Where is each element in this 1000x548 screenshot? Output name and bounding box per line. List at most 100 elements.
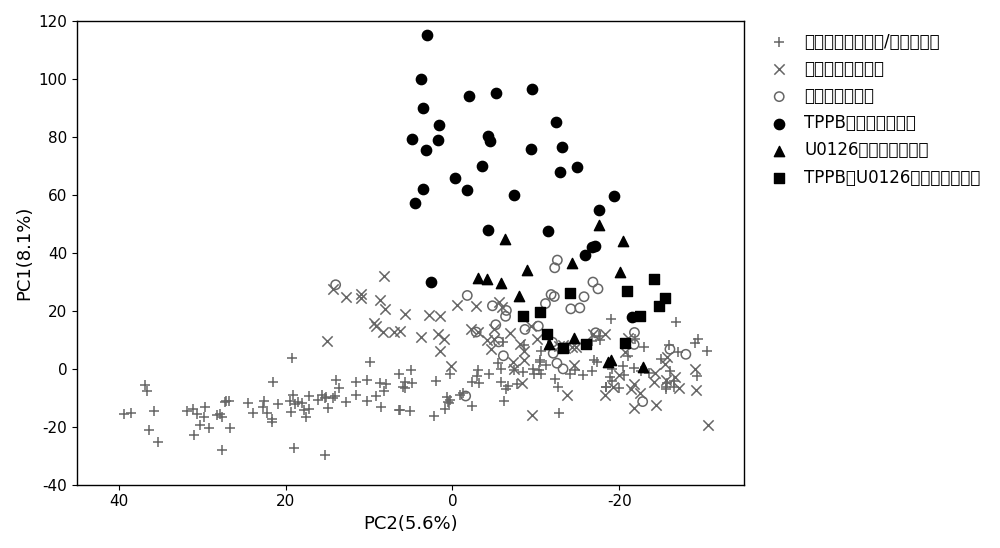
体内原代肝母细胞/肝实质细胞 xyxy=(150,438,166,447)
体内原代肝母细胞/肝实质细胞 xyxy=(256,397,272,406)
对照组胆管细胞 xyxy=(517,325,533,334)
体内原代肝母细胞/肝实质细胞 xyxy=(397,378,413,386)
体内原代肝母细胞/肝实质细胞 xyxy=(589,358,605,367)
TPPB处理组胆管细胞 xyxy=(415,104,431,112)
对照组胆管细胞 xyxy=(488,321,504,329)
TPPB处理组胆管细胞 xyxy=(430,136,446,145)
体内原代肝母细胞/肝实质细胞 xyxy=(611,384,627,393)
对照组胆管细胞 xyxy=(545,349,561,358)
体内原代肝母细胞/肝实质细胞 xyxy=(348,391,364,399)
体内原代胆管细胞 xyxy=(353,290,369,299)
体内原代肝母细胞/肝实质细胞 xyxy=(217,397,233,406)
体内原代胆管细胞 xyxy=(551,342,567,351)
体内原代肝母细胞/肝实质细胞 xyxy=(592,336,608,345)
体内原代肝母细胞/肝实质细胞 xyxy=(397,384,413,392)
体内原代肝母细胞/肝实质细胞 xyxy=(320,404,336,413)
体内原代肝母细胞/肝实质细胞 xyxy=(659,379,675,387)
体内原代胆管细胞 xyxy=(319,337,335,346)
对照组胆管细胞 xyxy=(544,338,560,346)
体内原代胆管细胞 xyxy=(386,328,402,336)
体内原代胆管细胞 xyxy=(687,364,703,373)
TPPB和U0126处理组胆管细胞 xyxy=(617,339,633,347)
体内原代肝母细胞/肝实质细胞 xyxy=(391,406,407,415)
体内原代胆管细胞 xyxy=(486,325,502,334)
TPPB处理组胆管细胞 xyxy=(482,137,498,146)
体内原代胆管细胞 xyxy=(483,345,499,353)
体内原代肝母细胞/肝实质细胞 xyxy=(687,338,703,347)
U0126处理组胆管细胞 xyxy=(497,234,513,243)
对照组胆管细胞 xyxy=(678,350,694,359)
TPPB处理组胆管细胞 xyxy=(506,191,522,199)
体内原代肝母细胞/肝实质细胞 xyxy=(442,369,458,378)
U0126处理组胆管细胞 xyxy=(479,275,495,283)
体内原代胆管细胞 xyxy=(468,302,484,311)
体内原代肝母细胞/肝实质细胞 xyxy=(209,411,225,420)
体内原代肝母细胞/肝实质细胞 xyxy=(116,409,132,418)
体内原代胆管细胞 xyxy=(376,271,392,280)
体内原代肝母细胞/肝实质细胞 xyxy=(255,402,271,411)
体内原代胆管细胞 xyxy=(568,342,584,351)
体内原代胆管细胞 xyxy=(611,370,627,379)
体内原代肝母细胞/肝实质细胞 xyxy=(633,367,649,375)
体内原代肝母细胞/肝实质细胞 xyxy=(604,365,620,374)
对照组胆管细胞 xyxy=(635,397,651,406)
体内原代肝母细胞/肝实质细胞 xyxy=(615,361,631,370)
体内原代肝母细胞/肝实质细胞 xyxy=(598,383,614,391)
体内原代肝母细胞/肝实质细胞 xyxy=(471,379,487,387)
体内原代胆管细胞 xyxy=(597,391,613,399)
体内原代肝母细胞/肝实质细胞 xyxy=(392,406,408,414)
体内原代肝母细胞/肝实质细胞 xyxy=(515,368,531,377)
TPPB处理组胆管细胞 xyxy=(461,92,477,101)
体内原代胆管细胞 xyxy=(564,343,580,352)
体内原代肝母细胞/肝实质细胞 xyxy=(287,399,303,408)
体内原代肝母细胞/肝实质细胞 xyxy=(368,392,384,401)
体内原代肝母细胞/肝实质细胞 xyxy=(604,376,620,385)
U0126处理组胆管细胞 xyxy=(541,339,557,348)
体内原代肝母细胞/肝实质细胞 xyxy=(348,378,364,386)
TPPB处理组胆管细胞 xyxy=(523,144,539,153)
体内原代肝母细胞/肝实质细胞 xyxy=(139,387,155,396)
体内原代肝母细胞/肝实质细胞 xyxy=(636,342,652,351)
TPPB处理组胆管细胞 xyxy=(587,241,603,250)
TPPB处理组胆管细胞 xyxy=(459,185,475,194)
体内原代胆管细胞 xyxy=(566,361,582,369)
体内原代胆管细胞 xyxy=(585,330,601,339)
对照组胆管细胞 xyxy=(563,305,579,313)
体内原代肝母细胞/肝实质细胞 xyxy=(538,361,554,370)
体内原代胆管细胞 xyxy=(620,334,636,342)
体内原代胆管细胞 xyxy=(671,384,687,392)
体内原代胆管细胞 xyxy=(443,362,459,370)
体内原代胆管细胞 xyxy=(421,311,437,319)
TPPB处理组胆管细胞 xyxy=(552,168,568,176)
体内原代肝母细胞/肝实质细胞 xyxy=(490,358,506,367)
体内原代胆管细胞 xyxy=(463,325,479,334)
体内原代胆管细胞 xyxy=(516,347,532,356)
体内原代肝母细胞/肝实质细胞 xyxy=(325,393,341,402)
体内原代肝母细胞/肝实质细胞 xyxy=(359,375,375,384)
U0126处理组胆管细胞 xyxy=(600,358,616,367)
体内原代肝母细胞/肝实质细胞 xyxy=(317,450,333,459)
体内原代肝母细胞/肝实质细胞 xyxy=(440,397,456,406)
体内原代肝母细胞/肝实质细胞 xyxy=(141,426,157,435)
U0126处理组胆管细胞 xyxy=(566,334,582,343)
体内原代肝母细胞/肝实质细胞 xyxy=(197,403,213,412)
体内原代肝母细胞/肝实质细胞 xyxy=(403,365,419,374)
体内原代肝母细胞/肝实质细胞 xyxy=(620,352,636,361)
体内原代肝母细胞/肝实质细胞 xyxy=(294,399,310,408)
对照组胆管细胞 xyxy=(491,338,507,346)
体内原代肝母细胞/肝实质细胞 xyxy=(221,396,237,405)
体内原代胆管细胞 xyxy=(523,322,539,330)
体内原代肝母细胞/肝实质细胞 xyxy=(284,353,300,362)
体内原代肝母细胞/肝实质细胞 xyxy=(666,377,682,386)
体内原代胆管细胞 xyxy=(524,411,540,420)
TPPB处理组胆管细胞 xyxy=(404,134,420,143)
对照组胆管细胞 xyxy=(555,364,571,373)
体内原代肝母细胞/肝实质细胞 xyxy=(186,430,202,439)
体内原代肝母细胞/肝实质细胞 xyxy=(301,391,317,400)
对照组胆管细胞 xyxy=(626,340,642,349)
体内原代肝母细胞/肝实质细胞 xyxy=(464,401,480,410)
U0126处理组胆管细胞 xyxy=(564,258,580,267)
TPPB处理组胆管细胞 xyxy=(418,146,434,155)
TPPB处理组胆管细胞 xyxy=(624,313,640,322)
体内原代肝母细胞/肝实质细胞 xyxy=(317,393,333,402)
